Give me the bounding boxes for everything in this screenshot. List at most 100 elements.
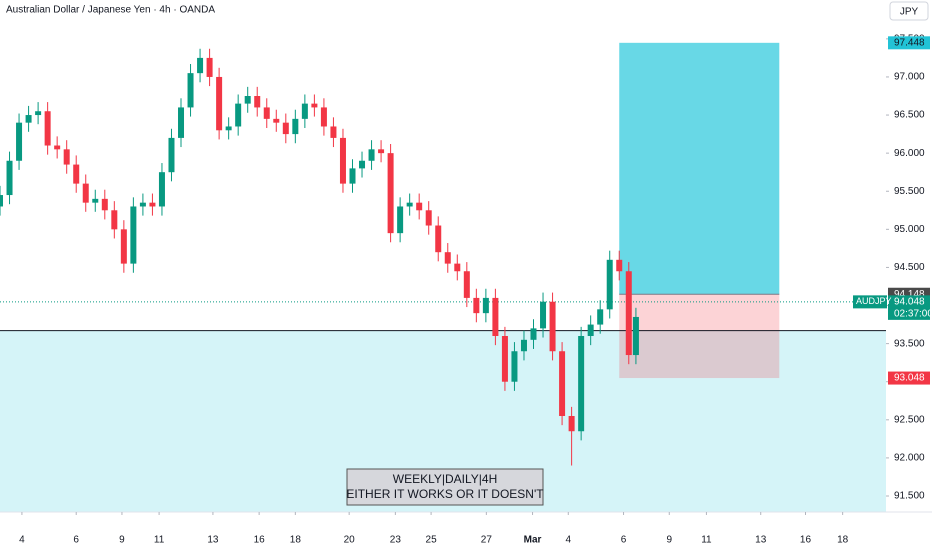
y-tick-label: 96.500 xyxy=(894,110,925,121)
candle-body xyxy=(559,351,566,416)
x-tick-label: 6 xyxy=(621,535,627,546)
candle-body xyxy=(368,149,375,161)
candle-body xyxy=(25,115,32,123)
plot xyxy=(0,42,886,512)
candle-body xyxy=(149,202,156,207)
target-label-bg xyxy=(888,36,930,50)
y-tick-label: 92.000 xyxy=(894,453,925,464)
candle-body xyxy=(606,259,613,310)
candle-body xyxy=(632,316,639,356)
price-axis xyxy=(886,0,932,550)
entry-label: 94.148 xyxy=(894,289,925,300)
x-tick-label: 6 xyxy=(73,535,79,546)
last-price-label: 94.048 xyxy=(894,297,925,308)
y-tick-label: 96.000 xyxy=(894,148,925,159)
symbol-bg xyxy=(853,295,887,309)
candle-body xyxy=(216,76,223,131)
currency[interactable]: JPY xyxy=(900,7,919,18)
candle-body xyxy=(273,118,280,123)
candle-body xyxy=(387,153,394,234)
y-tick-label: 93.500 xyxy=(894,338,925,349)
candle-body xyxy=(625,271,632,356)
y-tick-label: 91.500 xyxy=(894,491,925,502)
target-zone xyxy=(619,42,780,295)
candle-body xyxy=(235,103,242,127)
candle-body xyxy=(397,206,404,234)
x-tick-label: Mar xyxy=(524,535,542,546)
chart-title: Australian Dollar / Japanese Yen · 4h · … xyxy=(6,5,215,16)
y-tick-label: 94.500 xyxy=(894,262,925,273)
symbol: AUDJPY xyxy=(856,296,892,306)
candle-body xyxy=(482,297,489,314)
candle-body xyxy=(530,328,537,340)
target-label: 97.448 xyxy=(894,37,925,48)
x-tick-label: 20 xyxy=(344,535,356,546)
candle-body xyxy=(320,107,327,127)
candle-body xyxy=(35,111,42,116)
x-tick-label: 4 xyxy=(19,535,25,546)
candle-body xyxy=(406,202,413,207)
candle-body xyxy=(425,210,432,226)
candle-body xyxy=(120,229,127,264)
candle-body xyxy=(54,145,61,150)
x-tick-label: 11 xyxy=(154,535,165,546)
candle-body xyxy=(301,103,308,119)
candle-body xyxy=(130,206,137,264)
y-tick-label: 95.500 xyxy=(894,186,925,197)
x-tick-label: 23 xyxy=(390,535,402,546)
candle-body xyxy=(63,149,70,165)
candle-body xyxy=(492,297,499,336)
x-tick-label: 13 xyxy=(207,535,219,546)
candle-body xyxy=(92,198,99,203)
countdown: 02:37:00 xyxy=(894,309,932,320)
stop-zone xyxy=(619,294,780,379)
x-tick-label: 9 xyxy=(666,535,672,546)
candle-body xyxy=(44,111,51,146)
stop-label-bg xyxy=(888,371,930,385)
candle-body xyxy=(158,172,165,207)
candle-body xyxy=(444,252,451,264)
candle-body xyxy=(254,96,261,108)
annotation: EITHER IT WORKS OR IT DOESN'T xyxy=(346,487,544,501)
x-tick-label: 27 xyxy=(481,535,493,546)
candle-body xyxy=(378,149,385,154)
candle-body xyxy=(187,73,194,108)
candle-body xyxy=(473,297,480,314)
x-tick-label: 18 xyxy=(837,535,849,546)
annotation-box xyxy=(346,468,544,506)
candle-body xyxy=(511,351,518,382)
currency-box[interactable] xyxy=(889,1,929,21)
candle-body xyxy=(292,118,299,135)
candle-body xyxy=(501,336,508,382)
candle-body xyxy=(597,309,604,325)
stop-label: 93.048 xyxy=(894,373,925,384)
candle-body xyxy=(311,103,318,108)
candle-body xyxy=(435,225,442,253)
candle-body xyxy=(111,210,118,230)
candle-body xyxy=(73,164,80,184)
candle-body xyxy=(359,160,366,169)
candle-body xyxy=(587,324,594,336)
candle-body xyxy=(6,160,13,196)
candle-body xyxy=(349,168,356,184)
x-tick-label: 13 xyxy=(755,535,767,546)
y-tick-label: 95.000 xyxy=(894,224,925,235)
candle-body xyxy=(244,96,251,104)
candle-body xyxy=(206,57,213,77)
candle-body xyxy=(416,202,423,211)
candle-body xyxy=(178,107,185,138)
candle-body xyxy=(82,183,89,203)
x-tick-label: 4 xyxy=(565,535,571,546)
annotation: WEEKLY|DAILY|4H xyxy=(393,472,498,486)
candle-body xyxy=(168,137,175,173)
candle-body xyxy=(339,137,346,184)
x-tick-label: 25 xyxy=(426,535,438,546)
candle-body xyxy=(16,122,23,161)
candle-body xyxy=(197,57,204,74)
x-tick-label: 16 xyxy=(800,535,812,546)
candle-body xyxy=(139,202,146,207)
x-tick-label: 16 xyxy=(254,535,266,546)
candle-body xyxy=(282,122,289,135)
